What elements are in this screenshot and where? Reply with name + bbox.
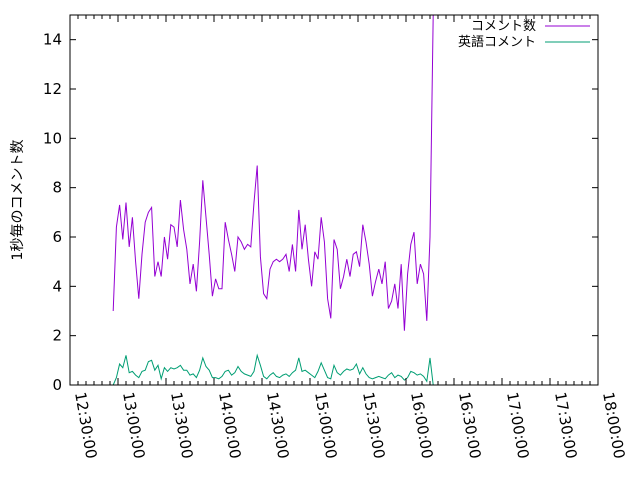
y-tick-label: 14 [43,31,62,49]
legend-label-0: コメント数 [471,19,536,34]
legend-label-1: 英語コメント [458,34,536,50]
series-line-1 [112,353,434,386]
series-line-0 [112,14,434,331]
x-tick-label: 12:30:00 [71,391,100,460]
x-tick-label: 14:00:00 [215,391,244,460]
x-tick-label: 16:00:00 [407,391,436,460]
x-tick-label: 15:30:00 [359,391,388,460]
x-tick-label: 13:30:00 [167,391,196,460]
y-tick-label: 6 [52,228,62,246]
x-tick-label: 15:00:00 [311,391,340,460]
y-tick-label: 8 [52,179,62,197]
y-tick-label: 12 [43,80,62,98]
x-tick-label: 16:30:00 [455,391,484,460]
y-tick-label: 2 [52,327,62,345]
series-layer [112,14,434,386]
x-tick-label: 17:30:00 [551,391,580,460]
x-tick-label: 18:00:00 [599,391,628,460]
x-tick-label: 13:00:00 [119,391,148,460]
plot-frame [69,14,599,386]
y-tick-label: 10 [43,129,62,147]
y-tick-label: 4 [52,277,62,295]
x-tick-label: 14:30:00 [263,391,292,460]
ticks-layer: 0 2 4 6 8 10 12 14 12:30:00 13:00:00 13:30:00 14:00… [43,15,628,460]
y-tick-label: 0 [52,376,62,394]
y-axis-title: 1秒毎のコメント数 [10,140,26,261]
x-tick-label: 17:00:00 [503,391,532,460]
